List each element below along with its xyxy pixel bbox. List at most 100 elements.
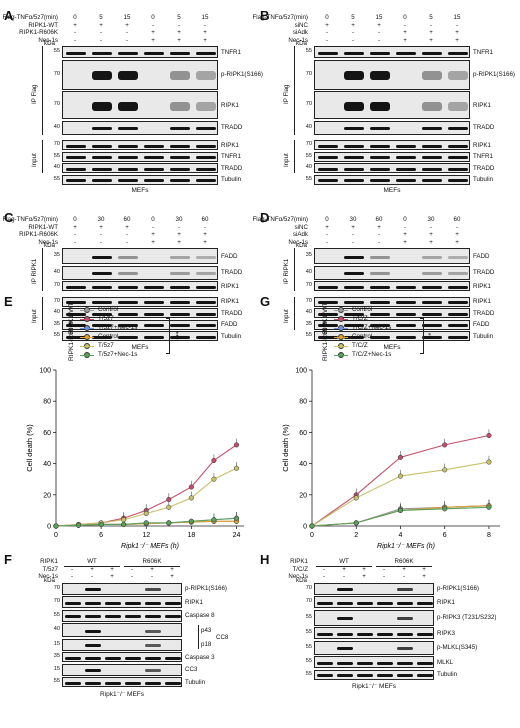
header-value-d-1-0: + [325, 223, 329, 231]
blot-strip-h-3 [314, 627, 434, 639]
header-value-h-2-0: - [322, 573, 326, 580]
band [317, 167, 339, 171]
header-value-c-3-1: - [99, 238, 103, 246]
header-label-f-0: RIPK1 [40, 558, 58, 565]
header-value-b-3-5: + [455, 36, 459, 44]
band [447, 335, 469, 339]
legend-bracket-e [166, 318, 170, 354]
band [369, 312, 391, 316]
blot-strip-c-1 [62, 265, 218, 280]
band [317, 301, 339, 304]
data-point [211, 476, 217, 482]
band [369, 156, 391, 159]
mw-marker-d-0: 35 [305, 252, 312, 258]
data-point [188, 518, 194, 524]
mw-marker-c-3: 70 [53, 297, 60, 304]
blot-strip-d-0 [314, 248, 470, 264]
x-tick-label: 0 [54, 532, 58, 539]
blot-strip-b-7 [314, 174, 470, 185]
header-value-c-2-2: - [125, 231, 129, 238]
band [105, 656, 121, 660]
blot-label-h-2: p-RIPK3 (T231/S232) [437, 614, 497, 621]
panel-letter-f: F [4, 552, 12, 567]
band [421, 144, 443, 148]
group-bracket-a-1 [42, 46, 43, 135]
band [447, 101, 469, 111]
band [337, 647, 353, 650]
header-value-a-0-3: 0 [151, 14, 155, 21]
band [65, 167, 87, 171]
panel-letter-b: B [260, 8, 270, 23]
mw-marker-a-5: 55 [53, 152, 60, 159]
header-value-c-0-2: 60 [123, 216, 131, 223]
header-value-c-1-3: - [151, 223, 155, 231]
band [369, 51, 391, 55]
kda-label-b: kDa [296, 40, 308, 47]
blot-label-f-5: Caspase 3 [185, 653, 215, 661]
mw-marker-c-5: 35 [53, 320, 60, 327]
band [195, 179, 217, 182]
band [145, 588, 161, 591]
band [165, 656, 181, 660]
data-point [309, 523, 315, 529]
blot-label-b-4: RIPK1 [473, 141, 491, 149]
header-value-f-2-0: - [70, 573, 74, 580]
chart-e: 0 20 40 60 80 100 0 6 12 18 24 Ripk1⁻/⁻ MEFs (h) Cel… [25, 368, 244, 550]
y-tick-label: 40 [43, 461, 51, 468]
blot-label-a-7: Tubulin [221, 176, 242, 183]
header-value-f-2-4: - [150, 573, 154, 580]
band [357, 632, 373, 636]
header-label-a-2: RIPK1-R606K [19, 29, 58, 36]
blot-label-a-3: TRADD [221, 124, 243, 131]
header-label-b-3: Nec-1s [288, 36, 308, 44]
mw-marker-h-4: 55 [305, 643, 312, 650]
band [65, 615, 81, 618]
header-value-c-0-1: 30 [97, 216, 105, 223]
band [117, 335, 139, 339]
band [65, 301, 87, 304]
chart-g: 0 20 40 60 80 100 0 2 4 6 8 Ripk1⁻/⁻ MEFs (h) Cell d… [281, 368, 500, 550]
blot-label-b-2: RIPK1 [473, 101, 491, 109]
band [421, 51, 443, 55]
blot-strip-d-2 [314, 281, 470, 291]
band [337, 617, 353, 620]
band [85, 629, 101, 633]
band [195, 71, 217, 80]
x-tick-label: 0 [310, 532, 314, 539]
band [447, 301, 469, 304]
data-point [353, 495, 359, 501]
y-tick-label: 60 [43, 430, 51, 437]
band [143, 285, 165, 289]
legend-line-g-4 [334, 346, 348, 347]
band [195, 255, 217, 259]
band [117, 71, 139, 80]
band [195, 127, 217, 130]
footer-d: MEFs [383, 343, 401, 351]
x-tick-label: 18 [187, 532, 195, 539]
header-value-a-1-0: + [73, 21, 77, 29]
group-label-a-1: IP Flag [31, 84, 38, 105]
band [65, 324, 87, 327]
mw-marker-h-5: 55 [305, 658, 312, 664]
header-value-c-3-3: + [151, 238, 155, 246]
header-value-b-2-0: - [325, 29, 329, 36]
band [421, 156, 443, 159]
legend-bracket-g [420, 318, 424, 354]
mw-marker-c-4: 40 [53, 309, 60, 315]
blot-label-c-2: RIPK1 [221, 282, 239, 290]
band [65, 335, 87, 339]
band [421, 324, 443, 327]
header-label-d-1: siNC [294, 223, 308, 231]
blot-strip-d-6 [314, 331, 470, 341]
y-tick-label: 60 [299, 430, 307, 437]
blot-strip-c-3 [62, 296, 218, 307]
header-value-h-1-1: + [342, 565, 346, 573]
band [145, 681, 161, 685]
header-group-f-1: R606K [142, 558, 162, 565]
header-value-b-1-5: - [455, 21, 459, 29]
header-value-f-2-1: - [90, 573, 94, 580]
header-value-a-0-5: 15 [201, 14, 209, 21]
group-bracket-d-2 [294, 296, 295, 330]
band [85, 588, 101, 591]
band [343, 285, 365, 289]
